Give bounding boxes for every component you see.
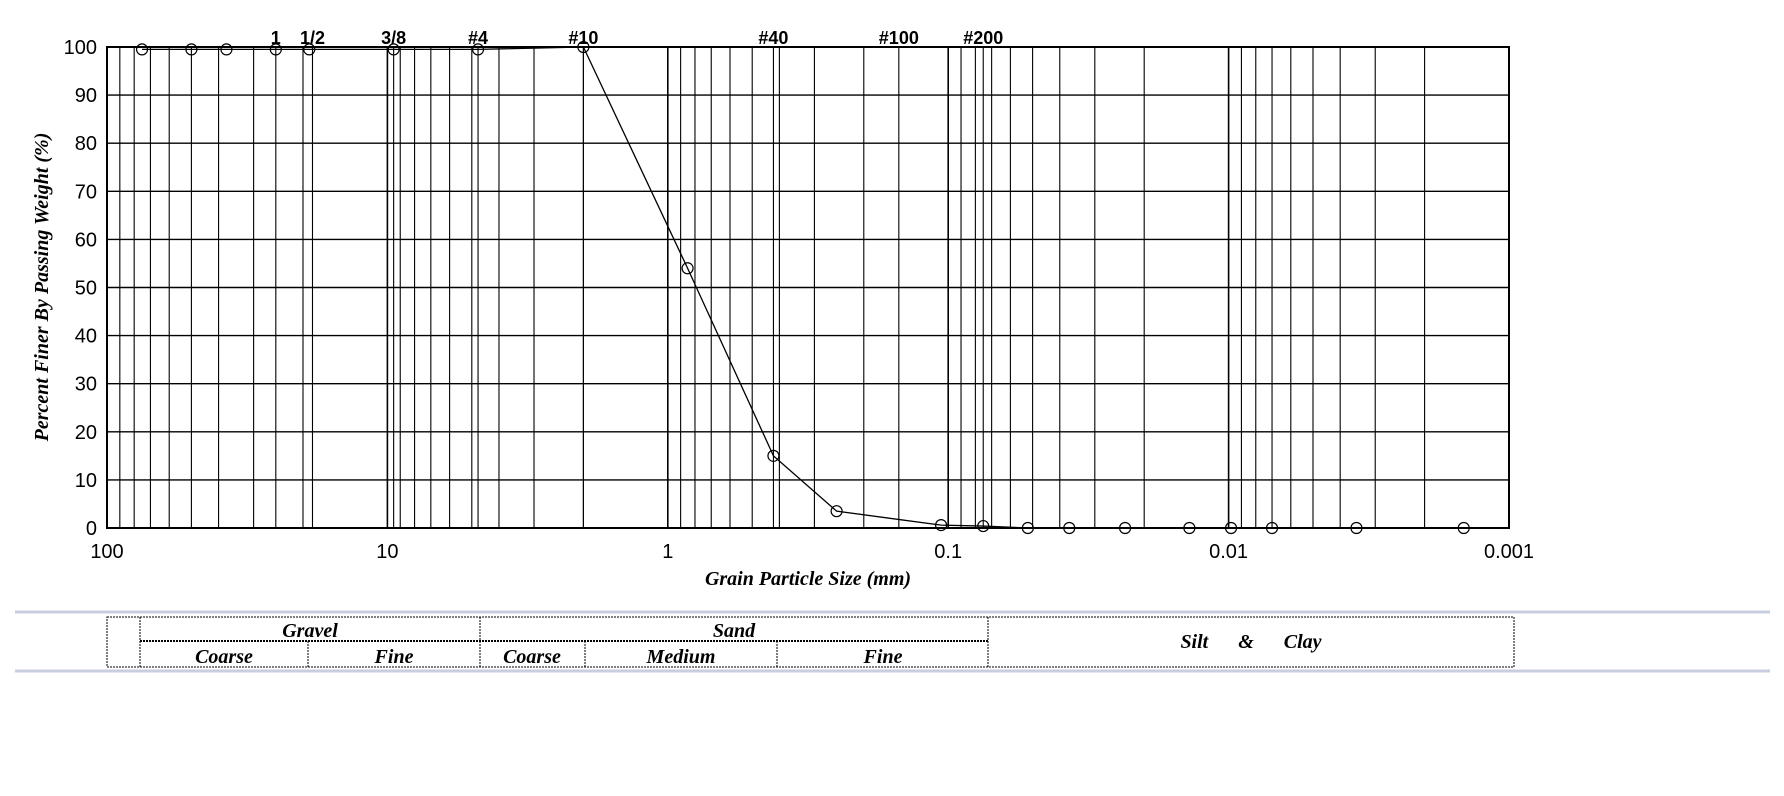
data-point <box>681 262 694 275</box>
data-point <box>830 505 843 518</box>
data-point <box>185 43 198 56</box>
silt-clay-header: Silt & Clay <box>1180 631 1321 653</box>
y-axis-label: Percent Finer By Passing Weight (%) <box>31 133 53 443</box>
y-tick-label: 100 <box>64 37 97 59</box>
data-point <box>471 43 485 56</box>
sieve-label: #200 <box>963 28 1003 48</box>
classification-table: Gravel Sand Silt & Clay Coarse Fine Coar… <box>15 610 1770 673</box>
data-point <box>767 449 780 462</box>
x-tick-label: 0.01 <box>1209 541 1248 563</box>
y-tick-label: 0 <box>86 518 97 540</box>
x-tick-label: 1 <box>662 541 673 563</box>
sieve-label: #4 <box>468 28 488 48</box>
sand-fine-label: Fine <box>863 646 903 668</box>
x-tick-labels: 100 10 1 0.1 0.01 0.001 <box>90 541 1534 563</box>
sieve-label: #100 <box>879 28 919 48</box>
gravel-fine-label: Fine <box>374 646 414 668</box>
x-axis-label: Grain Particle Size (mm) <box>705 568 911 590</box>
sieve-label: 3/8 <box>381 28 406 48</box>
sieve-label: #10 <box>568 28 598 48</box>
y-tick-labels: 0 10 20 30 40 50 60 70 80 90 100 <box>64 37 97 540</box>
grid <box>107 46 1510 529</box>
gravel-header: Gravel <box>282 620 338 642</box>
data-point <box>387 43 400 56</box>
y-tick-label: 70 <box>75 181 97 203</box>
plot-frame <box>106 46 1510 529</box>
data-point <box>935 519 948 532</box>
y-tick-label: 30 <box>75 374 97 396</box>
sand-coarse-label: Coarse <box>503 646 561 668</box>
sieve-label: #40 <box>758 28 788 48</box>
sieve-label: 1 <box>271 28 281 48</box>
data-point <box>220 43 233 56</box>
sieve-labels: 1 1/2 3/8 #4 #10 #40 #100 #200 <box>271 28 1003 48</box>
y-tick-label: 90 <box>75 85 97 107</box>
y-tick-label: 50 <box>75 278 97 300</box>
y-tick-label: 40 <box>75 326 97 348</box>
data-point <box>269 43 282 56</box>
gravel-coarse-label: Coarse <box>195 646 253 668</box>
x-tick-label: 0.001 <box>1484 541 1534 563</box>
sand-header: Sand <box>713 620 756 642</box>
y-tick-label: 60 <box>75 229 97 251</box>
y-tick-label: 10 <box>75 470 97 492</box>
y-tick-label: 80 <box>75 133 97 155</box>
data-point <box>977 519 990 533</box>
x-tick-label: 0.1 <box>934 541 962 563</box>
sieve-label: 1/2 <box>300 28 325 48</box>
data-point <box>135 43 149 56</box>
y-tick-label: 20 <box>75 422 97 444</box>
data-point <box>303 43 316 56</box>
x-tick-label: 100 <box>90 541 123 563</box>
sand-medium-label: Medium <box>646 646 716 668</box>
x-tick-label: 10 <box>376 541 398 563</box>
